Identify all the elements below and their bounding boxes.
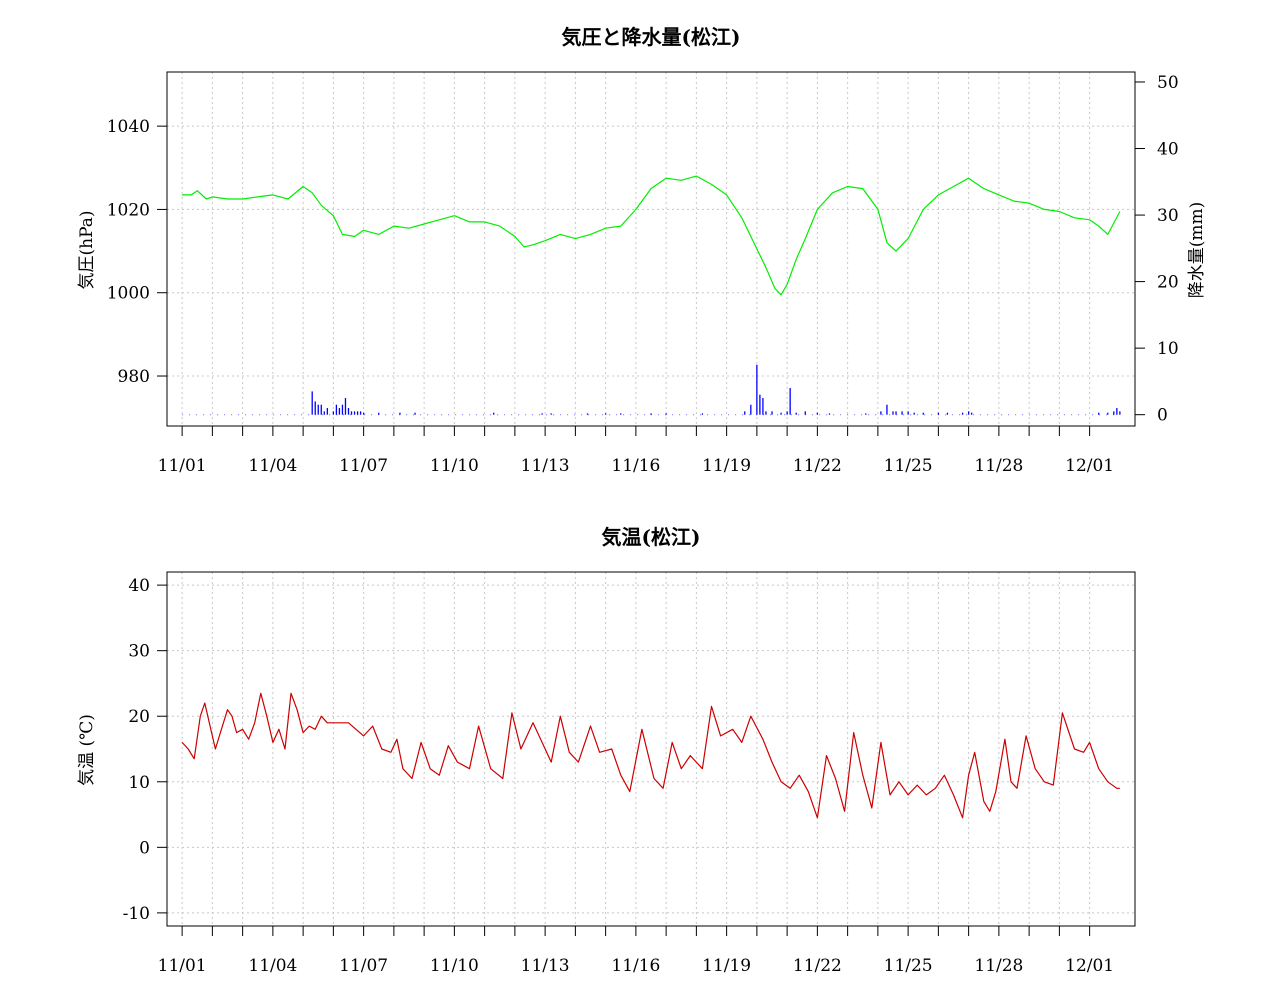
- chart-title: 気温(松江): [602, 525, 701, 549]
- temperature-panel: 気温(松江) 11/01 11/04 11/07 11/10 11/13 11/16 11/…: [77, 525, 1136, 976]
- x-tick-label: 11/28: [974, 956, 1023, 976]
- y-axis-left: -10 0 10 20 30 40: [123, 576, 167, 924]
- grid: [167, 72, 1135, 426]
- x-tick-label: 12/01: [1065, 956, 1114, 976]
- y2-tick-label: 50: [1157, 73, 1179, 93]
- x-tick-label: 12/01: [1065, 456, 1114, 476]
- plot-frame: [166, 71, 1136, 427]
- x-tick-label: 11/10: [430, 456, 479, 476]
- pressure-precip-panel: 気圧と降水量(松江) 11/01 11/04 11/07 11/10 11/13 11/1…: [77, 25, 1207, 476]
- x-tick-label: 11/22: [793, 456, 842, 476]
- y-axis-label: 気温 (℃): [77, 714, 97, 786]
- y2-tick-label: 10: [1157, 339, 1179, 359]
- y-axis-right: 0 10 20 30 40 50: [1135, 73, 1179, 426]
- temperature-line: [181, 692, 1120, 819]
- x-tick-label: 11/19: [702, 456, 751, 476]
- y-tick-label: 1020: [107, 200, 150, 220]
- y2-tick-label: 30: [1157, 206, 1179, 226]
- series-line: [182, 175, 1121, 296]
- y-tick-label: 10: [128, 773, 150, 793]
- x-tick-label: 11/16: [611, 456, 660, 476]
- x-tick-label: 11/04: [248, 456, 297, 476]
- x-tick-label: 11/16: [611, 956, 660, 976]
- x-tick-label: 11/19: [702, 956, 751, 976]
- x-tick-label: 11/01: [158, 456, 207, 476]
- chart-title: 気圧と降水量(松江): [562, 25, 741, 49]
- y-tick-label: 30: [128, 642, 150, 662]
- x-tick-label: 11/01: [158, 956, 207, 976]
- x-tick-label: 11/13: [521, 456, 570, 476]
- y-tick-label: 40: [128, 576, 150, 596]
- x-tick-label: 11/10: [430, 956, 479, 976]
- x-axis: 11/01 11/04 11/07 11/10 11/13 11/16 11/19 11/22…: [158, 926, 1114, 976]
- x-tick-label: 11/28: [974, 456, 1023, 476]
- y2-axis-label: 降水量(mm): [1187, 202, 1207, 299]
- y-axis-label: 気圧(hPa): [77, 210, 97, 289]
- y-tick-label: 1000: [107, 284, 150, 304]
- y2-tick-label: 20: [1157, 273, 1179, 293]
- y-tick-label: 20: [128, 707, 150, 727]
- x-axis: 11/01 11/04 11/07 11/10 11/13 11/16 11/19 11/22…: [158, 426, 1114, 476]
- pressure-line: [182, 175, 1121, 296]
- x-tick-label: 11/22: [793, 956, 842, 976]
- y-tick-label: 1040: [107, 117, 150, 137]
- grid: [167, 572, 1135, 926]
- y2-tick-label: 0: [1157, 406, 1168, 426]
- series-line: [181, 692, 1120, 819]
- x-tick-label: 11/07: [339, 956, 388, 976]
- x-tick-label: 11/25: [884, 956, 933, 976]
- y-tick-label: 980: [118, 367, 150, 387]
- x-tick-label: 11/25: [884, 456, 933, 476]
- y2-tick-label: 40: [1157, 140, 1179, 160]
- plot-frame: [166, 571, 1136, 927]
- y-axis-left: 980 1000 1020 1040: [107, 117, 167, 387]
- y-tick-label: -10: [123, 904, 150, 924]
- x-tick-label: 11/04: [248, 956, 297, 976]
- y-tick-label: 0: [139, 838, 150, 858]
- x-tick-label: 11/13: [521, 956, 570, 976]
- precip-bars: [182, 364, 1121, 416]
- x-tick-label: 11/07: [339, 456, 388, 476]
